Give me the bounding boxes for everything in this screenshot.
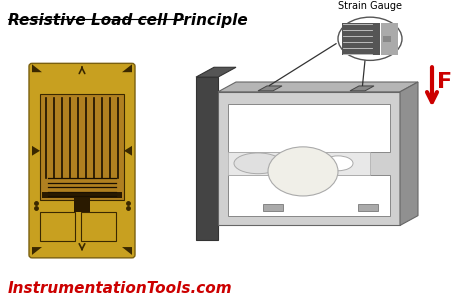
- Polygon shape: [400, 82, 418, 226]
- Polygon shape: [258, 86, 282, 91]
- Bar: [383, 36, 391, 42]
- Ellipse shape: [323, 156, 353, 171]
- Bar: [228, 175, 390, 216]
- Bar: [196, 77, 218, 240]
- FancyBboxPatch shape: [29, 63, 135, 258]
- Polygon shape: [32, 146, 40, 156]
- Bar: [81, 212, 116, 241]
- Bar: [263, 204, 283, 211]
- Polygon shape: [124, 146, 132, 156]
- Text: Strain Gauge: Strain Gauge: [338, 1, 402, 11]
- Bar: [40, 212, 75, 241]
- Ellipse shape: [338, 17, 402, 60]
- Bar: [74, 194, 90, 212]
- Bar: [228, 104, 390, 152]
- Bar: [40, 94, 124, 200]
- Text: Resistive Load cell Principle: Resistive Load cell Principle: [8, 13, 248, 28]
- Polygon shape: [32, 64, 42, 72]
- Bar: [342, 23, 380, 54]
- Bar: [228, 152, 370, 175]
- Polygon shape: [122, 64, 132, 72]
- Polygon shape: [350, 86, 374, 91]
- Bar: [358, 204, 378, 211]
- Bar: [381, 23, 398, 54]
- Polygon shape: [218, 82, 418, 92]
- Ellipse shape: [236, 154, 281, 173]
- Bar: [218, 92, 400, 226]
- Polygon shape: [196, 67, 236, 77]
- Bar: [42, 192, 122, 198]
- Polygon shape: [32, 247, 42, 255]
- Text: InstrumentationTools.com: InstrumentationTools.com: [8, 281, 233, 296]
- Ellipse shape: [234, 153, 282, 174]
- Polygon shape: [122, 247, 132, 255]
- Text: F: F: [437, 72, 452, 92]
- Ellipse shape: [268, 147, 338, 196]
